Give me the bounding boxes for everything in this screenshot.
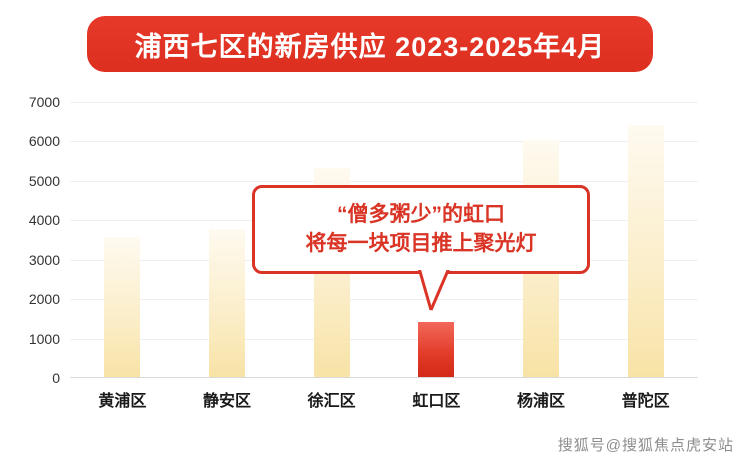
gridline bbox=[70, 338, 698, 340]
bar bbox=[627, 124, 664, 377]
x-axis-label: 杨浦区 bbox=[516, 393, 565, 410]
bar-highlight bbox=[418, 321, 455, 377]
bar bbox=[209, 229, 245, 377]
x-axis-label: 徐汇区 bbox=[307, 393, 356, 410]
callout: “僧多粥少”的虹口 将每一块项目推上聚光灯 bbox=[252, 185, 590, 274]
chart-title: 浦西七区的新房供应 2023-2025年4月 bbox=[134, 31, 606, 62]
y-axis-label: 4000 bbox=[28, 212, 60, 229]
y-axis-label: 7000 bbox=[28, 94, 60, 110]
gridline bbox=[70, 141, 698, 143]
callout-line1: “僧多粥少”的虹口 bbox=[337, 203, 505, 226]
y-axis-label: 6000 bbox=[28, 133, 60, 150]
gridline bbox=[70, 299, 698, 301]
gridline bbox=[70, 102, 698, 103]
bar bbox=[104, 237, 141, 377]
y-axis-label: 0 bbox=[52, 370, 60, 386]
x-axis-label: 静安区 bbox=[202, 393, 251, 410]
y-axis-label: 2000 bbox=[28, 291, 60, 308]
watermark: 搜狐号@搜狐焦点虎安站 bbox=[557, 437, 734, 454]
y-axis-label: 5000 bbox=[28, 172, 60, 189]
callout-line2: 将每一块项目推上聚光灯 bbox=[305, 232, 537, 256]
x-axis-label: 虹口区 bbox=[412, 393, 461, 410]
x-axis-label: 黄浦区 bbox=[98, 393, 147, 410]
callout-arrow-icon bbox=[418, 270, 450, 311]
gridline bbox=[70, 180, 698, 182]
x-axis-label: 普陀区 bbox=[621, 393, 670, 410]
y-axis-label: 1000 bbox=[28, 330, 60, 347]
chart-title-banner: 浦西七区的新房供应 2023-2025年4月 bbox=[87, 16, 653, 72]
y-axis-label: 3000 bbox=[28, 251, 60, 268]
